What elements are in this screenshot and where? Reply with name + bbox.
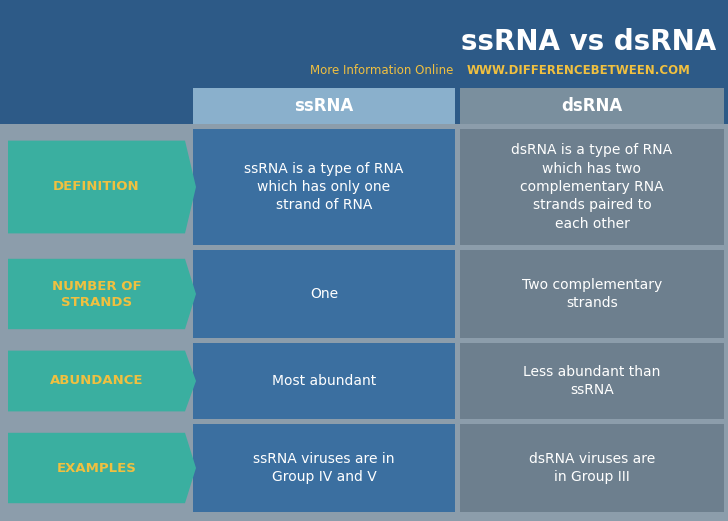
FancyBboxPatch shape <box>0 0 728 124</box>
Text: dsRNA is a type of RNA
which has two
complementary RNA
strands paired to
each ot: dsRNA is a type of RNA which has two com… <box>512 143 673 231</box>
Text: Most abundant: Most abundant <box>272 374 376 388</box>
FancyBboxPatch shape <box>193 250 455 338</box>
FancyBboxPatch shape <box>460 129 724 245</box>
Polygon shape <box>8 351 196 412</box>
FancyBboxPatch shape <box>460 343 724 419</box>
Polygon shape <box>8 141 196 233</box>
Text: NUMBER OF
STRANDS: NUMBER OF STRANDS <box>52 279 141 308</box>
Text: dsRNA viruses are
in Group III: dsRNA viruses are in Group III <box>529 452 655 484</box>
Text: DEFINITION: DEFINITION <box>53 180 140 193</box>
FancyBboxPatch shape <box>193 88 455 124</box>
FancyBboxPatch shape <box>193 129 455 245</box>
Text: Less abundant than
ssRNA: Less abundant than ssRNA <box>523 365 661 397</box>
FancyBboxPatch shape <box>460 250 724 338</box>
Text: ABUNDANCE: ABUNDANCE <box>50 375 143 388</box>
Text: dsRNA: dsRNA <box>561 97 622 115</box>
Text: More Information Online: More Information Online <box>310 64 454 77</box>
Text: Two complementary
strands: Two complementary strands <box>522 278 662 310</box>
Text: ssRNA vs dsRNA: ssRNA vs dsRNA <box>461 28 716 56</box>
Text: ssRNA viruses are in
Group IV and V: ssRNA viruses are in Group IV and V <box>253 452 395 484</box>
FancyBboxPatch shape <box>460 424 724 512</box>
Text: ssRNA is a type of RNA
which has only one
strand of RNA: ssRNA is a type of RNA which has only on… <box>245 162 404 213</box>
Polygon shape <box>8 433 196 503</box>
FancyBboxPatch shape <box>460 88 724 124</box>
Polygon shape <box>8 259 196 329</box>
FancyBboxPatch shape <box>193 343 455 419</box>
Text: EXAMPLES: EXAMPLES <box>57 462 136 475</box>
Text: One: One <box>310 287 338 301</box>
Text: WWW.DIFFERENCEBETWEEN.COM: WWW.DIFFERENCEBETWEEN.COM <box>467 64 691 77</box>
Text: ssRNA: ssRNA <box>294 97 354 115</box>
FancyBboxPatch shape <box>193 424 455 512</box>
